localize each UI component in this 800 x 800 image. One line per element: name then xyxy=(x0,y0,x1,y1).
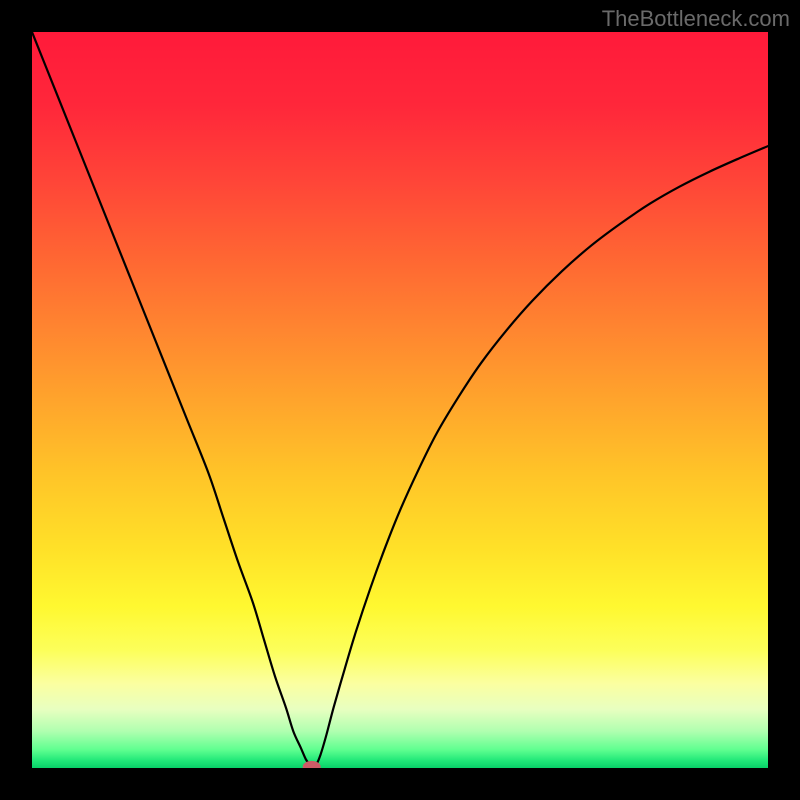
watermark-text: TheBottleneck.com xyxy=(602,6,790,32)
chart-container: TheBottleneck.com xyxy=(0,0,800,800)
gradient-background xyxy=(32,32,768,768)
plot-svg xyxy=(32,32,768,768)
plot-area xyxy=(32,32,768,768)
